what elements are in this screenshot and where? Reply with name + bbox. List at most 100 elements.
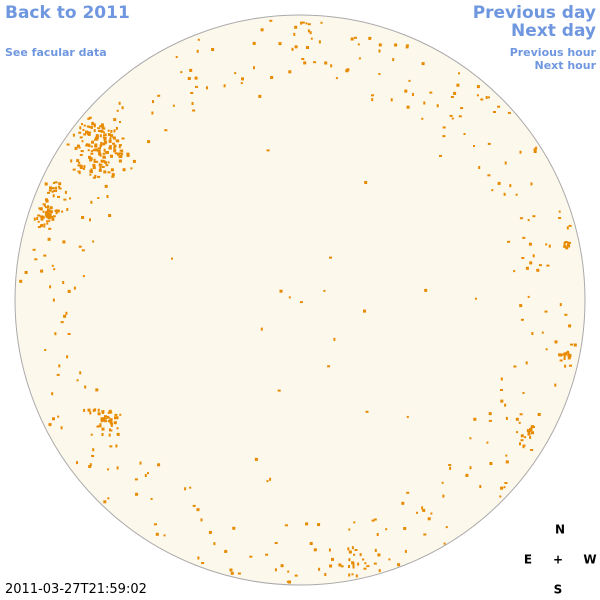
facular-point bbox=[103, 416, 106, 420]
facular-point bbox=[78, 245, 82, 248]
next-day-link[interactable]: Next day bbox=[511, 21, 596, 41]
facular-point bbox=[76, 461, 78, 465]
facular-point bbox=[92, 166, 96, 170]
facular-point bbox=[374, 548, 377, 552]
facular-point bbox=[348, 528, 351, 531]
facular-point bbox=[196, 508, 200, 512]
facular-point bbox=[377, 553, 381, 557]
facular-point bbox=[567, 353, 570, 356]
facular-point bbox=[93, 148, 97, 151]
facular-point bbox=[110, 419, 113, 423]
facular-point bbox=[93, 129, 96, 133]
facular-point bbox=[347, 547, 350, 551]
previous-hour-link[interactable]: Previous hour bbox=[509, 46, 596, 59]
facular-point bbox=[47, 205, 50, 209]
facular-point bbox=[570, 343, 574, 346]
facular-point bbox=[513, 270, 516, 273]
facular-point bbox=[99, 134, 102, 138]
facular-point bbox=[78, 131, 82, 134]
facular-link[interactable]: See facular data bbox=[5, 46, 107, 59]
facular-point bbox=[529, 261, 533, 265]
facular-point bbox=[100, 417, 104, 421]
previous-day-link[interactable]: Previous day bbox=[472, 3, 596, 23]
facular-point bbox=[94, 137, 98, 139]
facular-point bbox=[152, 100, 154, 104]
facular-point bbox=[351, 561, 355, 565]
facular-point bbox=[294, 45, 298, 49]
facular-point bbox=[45, 214, 49, 216]
facular-point bbox=[74, 146, 78, 150]
facular-point bbox=[558, 217, 562, 219]
facular-point bbox=[278, 42, 282, 46]
facular-point bbox=[563, 352, 567, 356]
facular-point bbox=[348, 565, 350, 568]
facular-point bbox=[79, 154, 83, 156]
back-link[interactable]: Back to 2011 bbox=[5, 3, 130, 23]
facular-point bbox=[479, 485, 482, 488]
facular-point bbox=[351, 546, 354, 550]
facular-point bbox=[362, 558, 365, 561]
facular-point bbox=[116, 466, 119, 470]
facular-point bbox=[530, 426, 533, 429]
facular-point bbox=[532, 254, 535, 258]
facular-point bbox=[121, 149, 124, 153]
facular-point bbox=[277, 389, 281, 392]
facular-point bbox=[57, 195, 60, 198]
facular-point bbox=[43, 223, 46, 226]
facular-point bbox=[504, 482, 508, 484]
facular-point bbox=[58, 187, 62, 190]
facular-point bbox=[107, 161, 110, 164]
facular-point bbox=[405, 46, 409, 49]
facular-point bbox=[288, 70, 292, 74]
facular-point bbox=[157, 463, 161, 467]
facular-point bbox=[109, 428, 111, 432]
facular-point bbox=[397, 563, 401, 567]
facular-point bbox=[155, 532, 159, 536]
facular-point bbox=[118, 152, 122, 155]
facular-point bbox=[58, 364, 61, 368]
facular-point bbox=[106, 416, 110, 419]
facular-point bbox=[453, 91, 457, 95]
facular-point bbox=[532, 215, 536, 218]
facular-point bbox=[163, 534, 166, 537]
facular-point bbox=[55, 209, 59, 213]
facular-point bbox=[92, 163, 96, 167]
facular-point bbox=[307, 29, 310, 33]
facular-point bbox=[333, 337, 336, 341]
facular-point bbox=[40, 269, 44, 273]
facular-point bbox=[99, 163, 103, 166]
facular-point bbox=[313, 61, 317, 64]
facular-point bbox=[260, 28, 264, 32]
facular-point bbox=[110, 134, 114, 138]
facular-point bbox=[487, 174, 491, 177]
facular-point bbox=[545, 243, 548, 246]
facular-point bbox=[82, 275, 85, 278]
facular-point bbox=[103, 160, 106, 163]
facular-point bbox=[126, 153, 130, 157]
facular-point bbox=[44, 211, 48, 215]
facular-point bbox=[533, 150, 537, 153]
facular-point bbox=[463, 133, 466, 135]
facular-point bbox=[112, 136, 116, 140]
facular-point bbox=[60, 321, 64, 324]
facular-point bbox=[73, 286, 76, 290]
facular-point bbox=[89, 173, 92, 176]
facular-point bbox=[565, 246, 569, 250]
facular-point bbox=[47, 216, 51, 220]
facular-point bbox=[503, 192, 506, 196]
facular-point bbox=[46, 209, 50, 212]
facular-point bbox=[485, 96, 488, 99]
facular-point bbox=[109, 445, 113, 448]
facular-point bbox=[111, 173, 115, 177]
facular-point bbox=[500, 486, 504, 490]
facular-point bbox=[92, 448, 95, 452]
facular-point bbox=[206, 86, 208, 90]
facular-point bbox=[105, 164, 109, 167]
facular-point bbox=[320, 21, 323, 24]
facular-point bbox=[568, 224, 572, 227]
next-hour-link[interactable]: Next hour bbox=[534, 59, 597, 72]
facular-point bbox=[545, 348, 548, 351]
facular-point bbox=[408, 79, 411, 82]
facular-point bbox=[94, 143, 98, 146]
facular-point bbox=[50, 216, 54, 218]
